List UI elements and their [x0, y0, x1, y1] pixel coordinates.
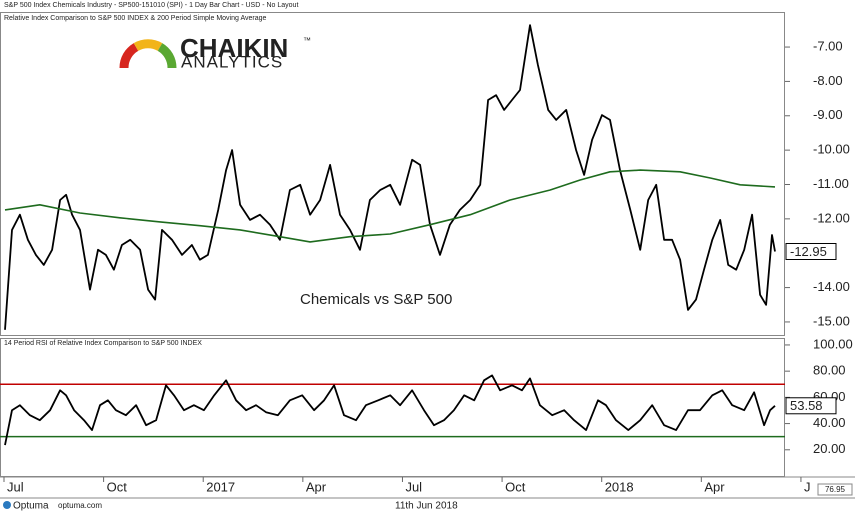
line-series	[4, 374, 776, 446]
panel-frames	[0, 12, 855, 499]
x-tick-label: Jul	[7, 479, 24, 494]
last-value-label: 53.58	[790, 398, 823, 413]
last-value-box	[785, 243, 837, 261]
y-tick-label: -9.00	[813, 107, 843, 122]
y-tick-label: 20.00	[813, 441, 846, 456]
x-tick-label: Apr	[704, 479, 725, 494]
annotation: Chemicals vs S&P 500	[300, 291, 452, 308]
y-tick-label: -12.00	[813, 210, 850, 225]
logo-arc	[157, 43, 177, 69]
footer-box	[817, 483, 853, 496]
x-tick-label: Apr	[306, 479, 327, 494]
x-tick-label: Oct	[107, 479, 128, 494]
footer-site: optuma.com	[58, 501, 102, 510]
x-tick-label: 2018	[605, 479, 634, 494]
line-series	[4, 169, 776, 243]
logo: CHAIKIN ™ ANALYTICS	[119, 33, 311, 71]
x-tick-label: 2017	[206, 479, 235, 494]
footer: Optuma optuma.com 11th Jun 2018 76.95	[3, 483, 853, 512]
page-title: S&P 500 Index Chemicals Industry - SP500…	[4, 2, 298, 9]
panel-title: 14 Period RSI of Relative Index Comparis…	[4, 340, 202, 347]
logo-sub: ANALYTICS	[181, 52, 283, 71]
y-tick-label: -14.00	[813, 279, 850, 294]
last-value-box	[785, 397, 837, 415]
logo-mark: ™	[303, 36, 311, 45]
y-tick-label: -7.00	[813, 38, 843, 53]
y-tick-label: 100.00	[813, 336, 853, 351]
y-tick-label: -15.00	[813, 313, 850, 328]
panel-title: Relative Index Comparison to S&P 500 IND…	[4, 15, 266, 22]
footer-icon	[3, 501, 11, 509]
logo-name: CHAIKIN	[180, 33, 288, 63]
footer-date: 11th Jun 2018	[395, 501, 458, 512]
line-series	[4, 24, 776, 330]
y-tick-label: -10.00	[813, 142, 850, 157]
y-tick-label: 40.00	[813, 415, 846, 430]
footer-brand: Optuma	[13, 501, 49, 512]
y-tick-label: -11.00	[813, 176, 849, 191]
logo-arc	[133, 39, 163, 52]
last-value-label: -12.95	[790, 244, 827, 259]
y-tick-label: 80.00	[813, 363, 846, 378]
x-tick-label: Jul	[405, 479, 422, 494]
x-tick-label: J	[804, 479, 811, 494]
logo-arc	[119, 43, 139, 69]
top-frame	[0, 12, 785, 336]
footer-box-text: 76.95	[825, 485, 846, 494]
y-tick-label: -8.00	[813, 73, 843, 88]
x-tick-label: Oct	[505, 479, 526, 494]
